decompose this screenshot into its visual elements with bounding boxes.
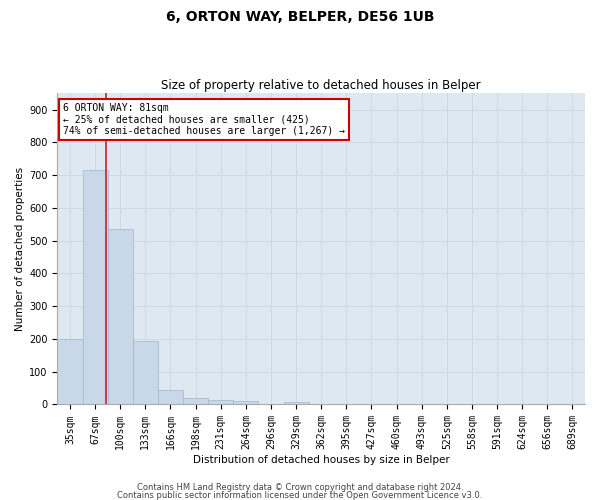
Text: Contains HM Land Registry data © Crown copyright and database right 2024.: Contains HM Land Registry data © Crown c…: [137, 484, 463, 492]
Bar: [284, 402, 308, 404]
Title: Size of property relative to detached houses in Belper: Size of property relative to detached ho…: [161, 79, 481, 92]
Bar: [208, 400, 233, 404]
X-axis label: Distribution of detached houses by size in Belper: Distribution of detached houses by size …: [193, 455, 449, 465]
Bar: [83, 170, 107, 404]
Bar: [107, 229, 133, 404]
Text: 6, ORTON WAY, BELPER, DE56 1UB: 6, ORTON WAY, BELPER, DE56 1UB: [166, 10, 434, 24]
Y-axis label: Number of detached properties: Number of detached properties: [15, 167, 25, 331]
Text: Contains public sector information licensed under the Open Government Licence v3: Contains public sector information licen…: [118, 490, 482, 500]
Bar: [233, 400, 259, 404]
Bar: [133, 341, 158, 404]
Text: 6 ORTON WAY: 81sqm
← 25% of detached houses are smaller (425)
74% of semi-detach: 6 ORTON WAY: 81sqm ← 25% of detached hou…: [62, 102, 344, 136]
Bar: [158, 390, 183, 404]
Bar: [58, 339, 83, 404]
Bar: [183, 398, 208, 404]
